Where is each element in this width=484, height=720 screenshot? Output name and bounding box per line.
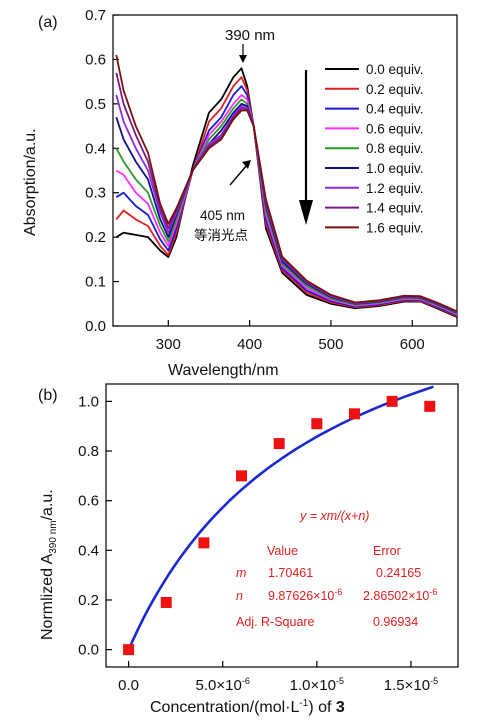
fit-param-m: m [236,566,246,580]
xlabel-sup: -1 [299,698,308,709]
b-data-point-0 [123,644,135,656]
fit-equation: y = xm/(x+n) [299,509,369,523]
panel-b-ticks: 0.0 5.0×10-6 1.0×10-5 1.5×10-5 0.0 0.2 0.4 0.6 0… [78,393,438,694]
panel-b-frame [105,383,459,668]
ylabel-sub: 390 nm [48,520,59,553]
b-data-point-1 [160,596,172,608]
a-xtick-label-3: 600 [400,336,425,353]
panel-a-legend: 0.0 equiv. 0.2 equiv. 0.4 equiv. 0.6 equiv.… [325,62,424,235]
b-ytick-label-1: 0.2 [78,592,99,609]
b-data-point-5 [311,418,323,430]
a-series-line-8 [115,54,458,313]
peak-arrow-head [239,55,247,63]
a-ytick-label-0: 0.0 [85,318,106,335]
fit-n-error-exp: -6 [429,587,437,597]
a-legend-label-5: 1.0 equiv. [366,161,424,176]
panel-a-series [115,54,458,318]
fit-n-value-base: 9.87626×10 [268,589,334,603]
b-ytick-label-4: 0.8 [78,443,99,460]
xlabel-bold: 3 [336,699,345,716]
a-ytick-label-2: 0.2 [85,229,106,246]
b-xtick-label-1: 5.0×10-6 [196,676,250,694]
panel-a-ticks: 300 400 500 600 0.0 0.1 0.2 0.3 0.4 0.5 0.6 0.7 [85,7,425,353]
a-xtick-label-2: 500 [318,336,343,353]
panel-a-ylabel: Absorption/a.u. [22,128,39,236]
a-ytick-label-3: 0.3 [85,185,106,202]
peak-label: 390 nm [225,27,275,44]
panel-b-label: (b) [38,387,58,404]
a-legend-label-6: 1.2 equiv. [366,181,424,196]
fit-n-error-base: 2.86502×10 [363,589,429,603]
a-ytick-label-1: 0.1 [85,274,106,291]
fit-param-r2: Adj. R-Square [236,615,315,629]
b-data-point-8 [424,400,436,412]
a-legend-label-7: 1.4 equiv. [366,201,424,216]
panel-b: (b) 0.0 5.0×10-6 1.0×10-5 1.5×10-5 0.0 0.2 0.4… [38,383,459,716]
b-data-point-6 [348,408,360,420]
fit-curve [127,385,434,651]
panel-a-frame [112,14,458,327]
a-legend-label-2: 0.4 equiv. [366,102,424,117]
ylabel-pre: Normlized A [39,553,56,640]
b-data-point-2 [198,537,210,549]
b-data-point-4 [273,438,285,450]
fit-m-error: 0.24165 [376,566,421,580]
a-xtick-label-1: 400 [237,336,262,353]
panel-a-label: (a) [38,14,58,31]
fit-n-value: 9.87626×10-6 [268,587,342,603]
panel-b-points [123,395,436,656]
fit-param-n: n [236,589,243,603]
isosbestic-cn-label: 等消光点 [194,227,248,243]
panel-a: (a) 300 400 500 600 0.0 0.1 0.2 0.3 0.4 0.5 0.6 0.7… [22,7,458,379]
a-legend-label-1: 0.2 equiv. [366,82,424,97]
isosbestic-arrow-line [229,164,248,186]
ylabel-post: /a.u. [39,489,56,520]
fit-m-value: 1.70461 [268,566,313,580]
a-xtick-label-0: 300 [156,336,181,353]
xlabel-pre: Concentration/(mol·L [150,699,300,716]
a-legend-label-3: 0.6 equiv. [366,121,424,136]
a-ytick-label-7: 0.7 [85,7,106,24]
b-data-point-7 [386,395,398,407]
b-ytick-label-5: 1.0 [78,393,99,410]
b-data-point-3 [236,470,248,482]
a-legend-label-0: 0.0 equiv. [366,62,424,77]
b-xtick-label-0: 0.0 [118,677,139,694]
trend-arrow-head [299,200,313,225]
b-ytick-label-2: 0.4 [78,542,99,559]
a-legend-label-8: 1.6 equiv. [366,220,424,235]
isosbestic-arrow-head [242,160,251,169]
a-ytick-label-6: 0.6 [85,51,106,68]
a-ytick-label-4: 0.4 [85,140,106,157]
panel-b-ylabel: Normlized A390 nm/a.u. [39,489,59,640]
fit-n-error: 2.86502×10-6 [363,587,437,603]
b-ytick-label-0: 0.0 [78,642,99,659]
fit-col-error: Error [373,544,401,558]
a-legend-label-4: 0.8 equiv. [366,141,424,156]
fit-col-value: Value [267,544,298,558]
b-xtick-label-3: 1.5×10-5 [384,676,438,694]
b-xtick-label-2: 1.0×10-5 [290,676,344,694]
isosbestic-wavelength-label: 405 nm [200,208,245,223]
a-ytick-label-5: 0.5 [85,96,106,113]
fit-n-value-exp: -6 [334,587,342,597]
panel-b-xlabel: Concentration/(mol·L-1) of 3 [150,698,345,716]
fit-r2-value: 0.96934 [373,615,418,629]
panel-a-xlabel: Wavelength/nm [168,362,279,379]
xlabel-post: ) of [308,699,336,716]
b-ytick-label-3: 0.6 [78,493,99,510]
